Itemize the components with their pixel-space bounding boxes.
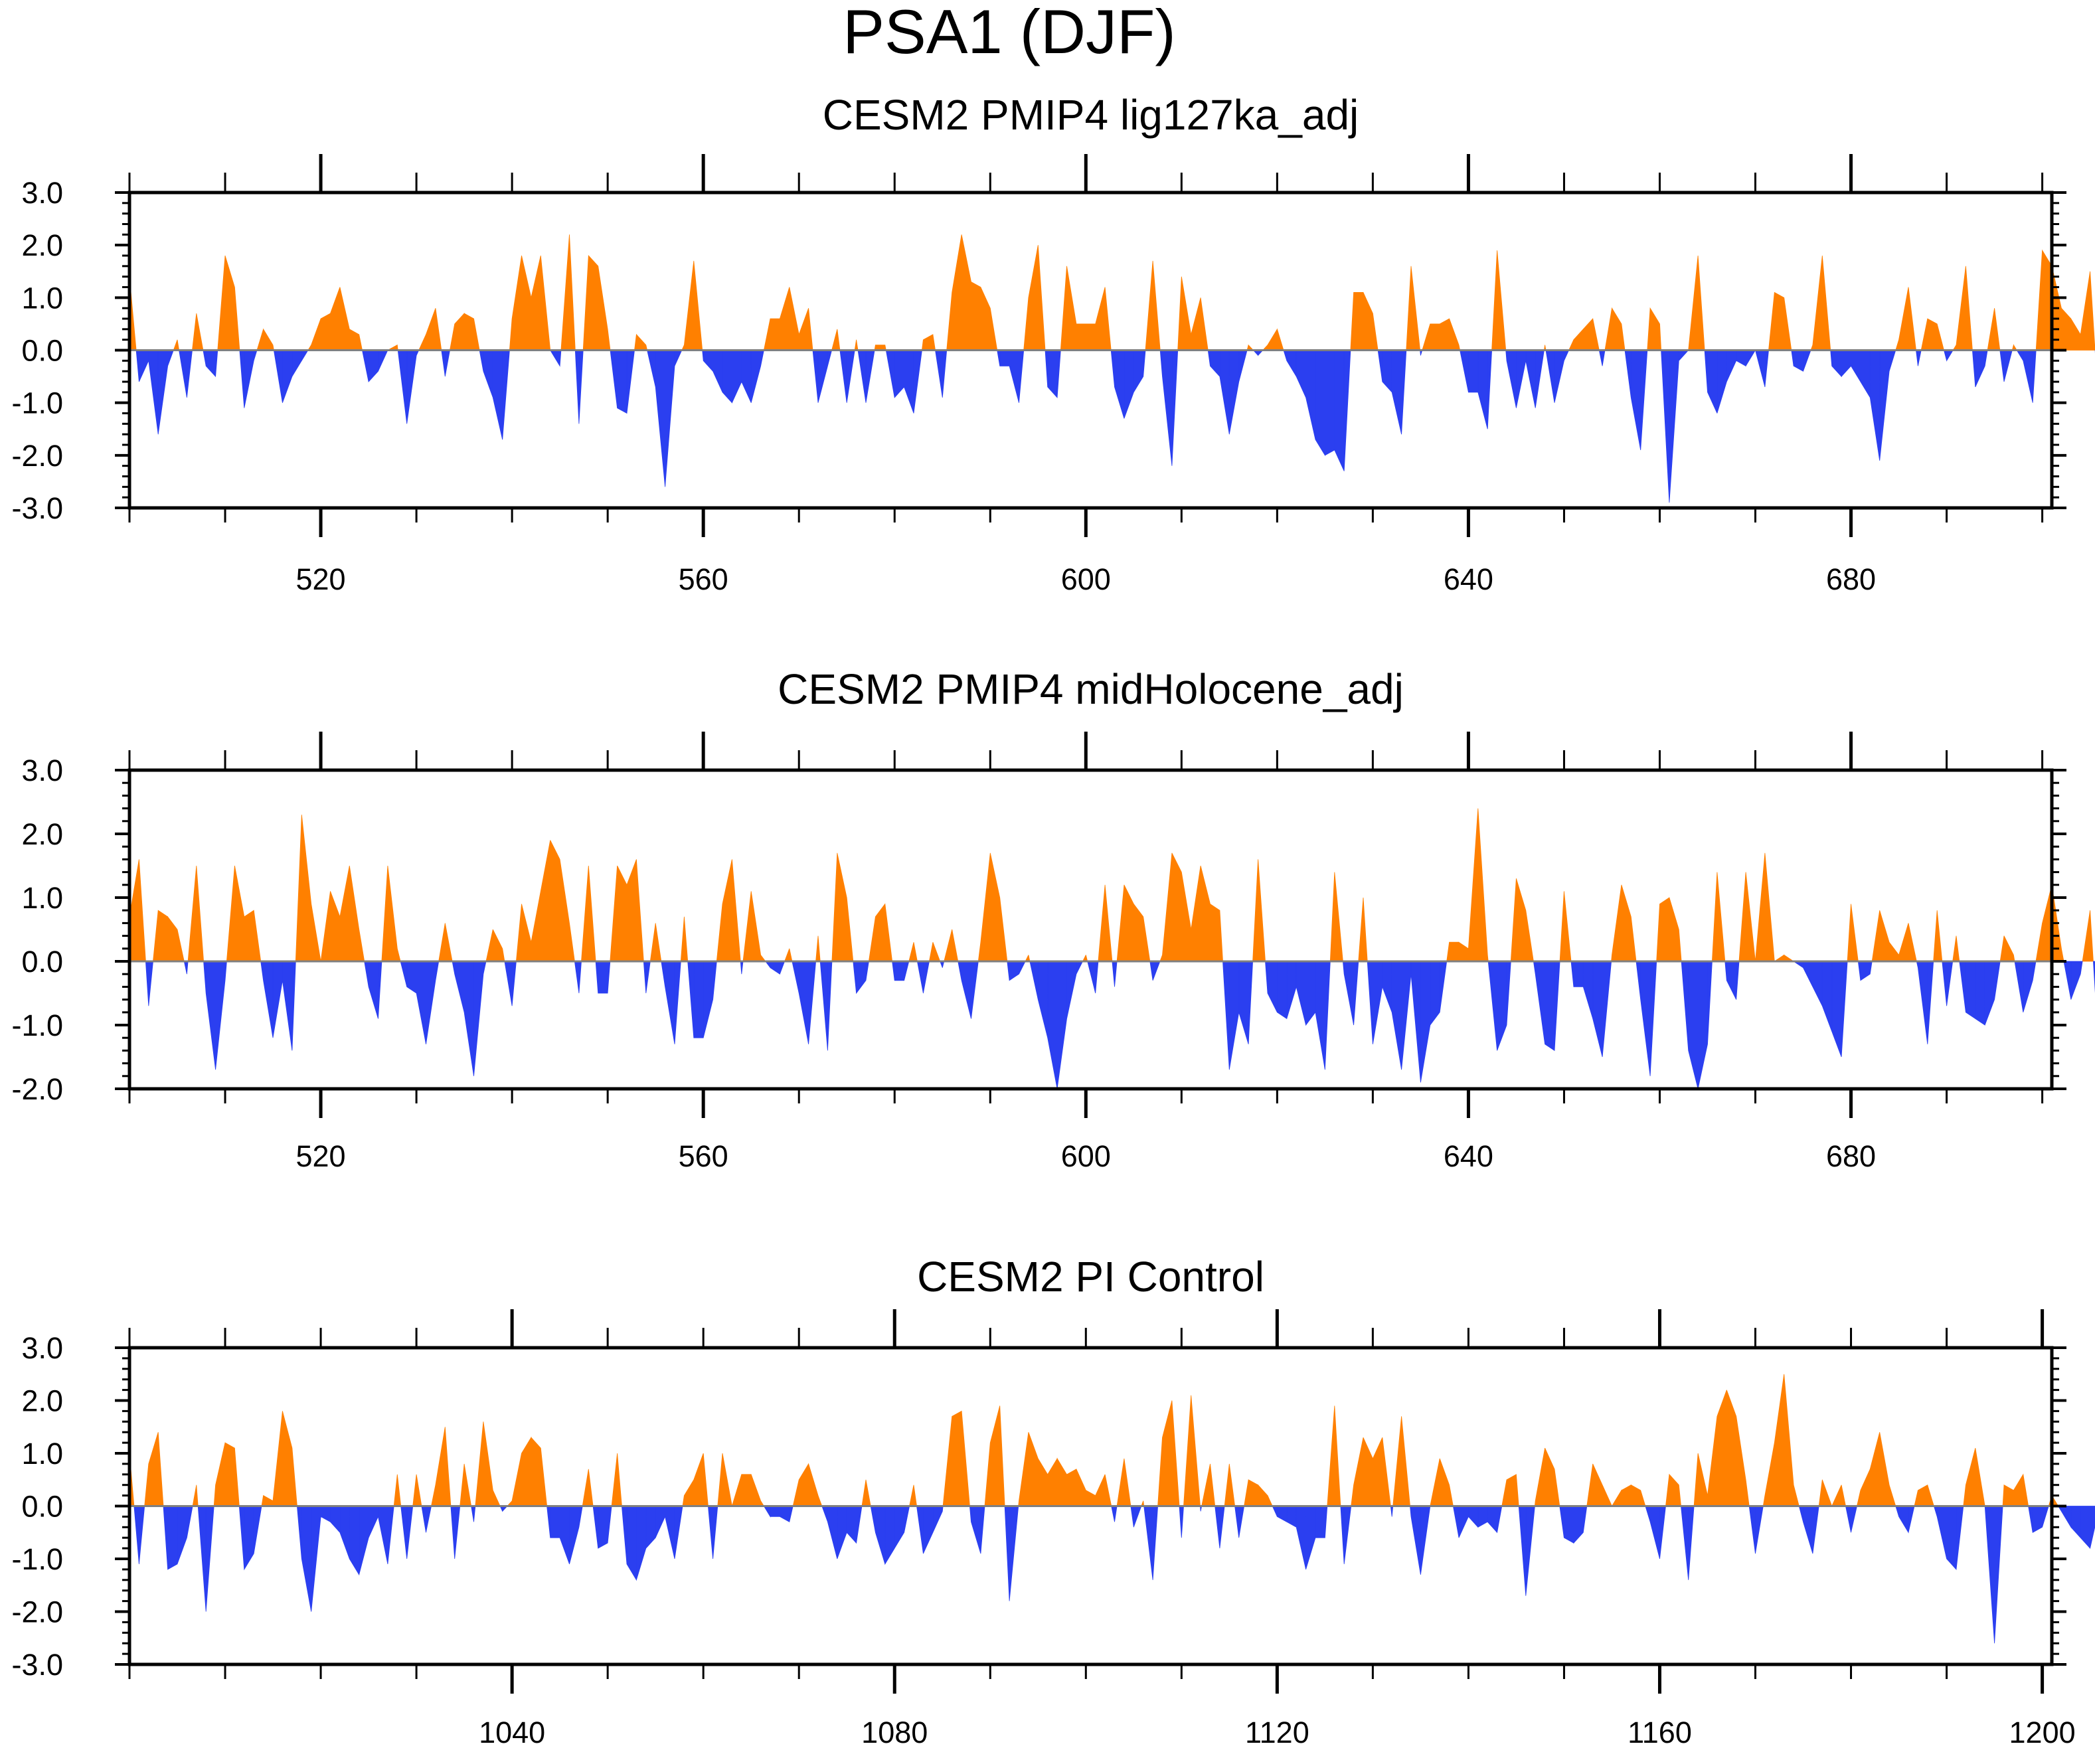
negative-area [133, 1506, 2095, 1644]
panel-title: CESM2 PMIP4 midHolocene_adj [778, 665, 1404, 713]
y-tick-label: -1.0 [11, 1542, 63, 1576]
y-tick-label: 0.0 [21, 945, 63, 979]
y-tick-label: -2.0 [11, 439, 63, 473]
x-tick-label: 1040 [479, 1716, 545, 1749]
y-tick-label: 2.0 [21, 817, 63, 851]
x-tick-label: 600 [1061, 562, 1111, 596]
x-tick-label: 520 [296, 562, 346, 596]
y-tick-label: 3.0 [21, 176, 63, 210]
y-tick-label: 1.0 [21, 881, 63, 915]
panel-title: CESM2 PI Control [917, 1253, 1264, 1301]
y-tick-label: 3.0 [21, 754, 63, 787]
negative-area [145, 961, 2095, 1089]
panel-1: CESM2 PMIP4 lig127ka_adj -3.0 -2.0 -1.0 0.0 1… [11, 91, 2095, 596]
y-tick-label: 2.0 [21, 1384, 63, 1418]
y-tick-label: -1.0 [11, 386, 63, 420]
positive-area [129, 808, 2094, 962]
x-tick-label: 1120 [1245, 1716, 1309, 1749]
y-tick-label: 1.0 [21, 1437, 63, 1471]
y-tick-label: -1.0 [11, 1008, 63, 1042]
positive-area [129, 1374, 2059, 1506]
figure-title: PSA1 (DJF) [843, 0, 1175, 66]
panel-2: CESM2 PMIP4 midHolocene_adj -2.0 -1.0 0.0 1.… [11, 665, 2095, 1173]
x-tick-label: 560 [679, 562, 728, 596]
y-tick-label: 0.0 [21, 1490, 63, 1524]
x-tick-label: 1200 [2009, 1716, 2076, 1749]
positive-area [129, 234, 2095, 351]
y-tick-label: 1.0 [21, 281, 63, 315]
y-tick-label: -2.0 [11, 1072, 63, 1106]
panels: CESM2 PMIP4 lig127ka_adj -3.0 -2.0 -1.0 0.0 1… [11, 91, 2095, 1749]
y-tick-label: 3.0 [21, 1331, 63, 1365]
x-tick-label: 640 [1444, 562, 1493, 596]
y-tick-label: -3.0 [11, 491, 63, 525]
y-tick-label: 0.0 [21, 334, 63, 368]
x-tick-label: 680 [1826, 562, 1876, 596]
y-tick-label: -2.0 [11, 1595, 63, 1629]
x-tick-label: 520 [296, 1139, 346, 1173]
x-tick-label: 600 [1061, 1139, 1111, 1173]
y-tick-label: 2.0 [21, 228, 63, 262]
panel-3: CESM2 PI Control -3.0 -2.0 -1.0 0.0 1.0 2.0 3.0… [11, 1253, 2095, 1749]
panel-title: CESM2 PMIP4 lig127ka_adj [823, 91, 1359, 139]
plot-frame [127, 768, 2054, 1091]
negative-area [135, 350, 2095, 503]
x-tick-label: 1160 [1628, 1716, 1692, 1749]
x-tick-label: 640 [1444, 1139, 1493, 1173]
y-tick-label: -3.0 [11, 1648, 63, 1682]
x-tick-label: 560 [679, 1139, 728, 1173]
x-tick-label: 1080 [861, 1716, 928, 1749]
x-tick-label: 680 [1826, 1139, 1876, 1173]
